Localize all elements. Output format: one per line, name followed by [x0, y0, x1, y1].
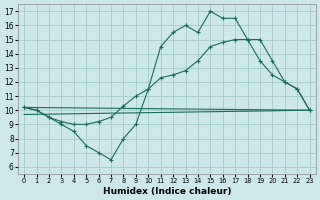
X-axis label: Humidex (Indice chaleur): Humidex (Indice chaleur) — [103, 187, 231, 196]
